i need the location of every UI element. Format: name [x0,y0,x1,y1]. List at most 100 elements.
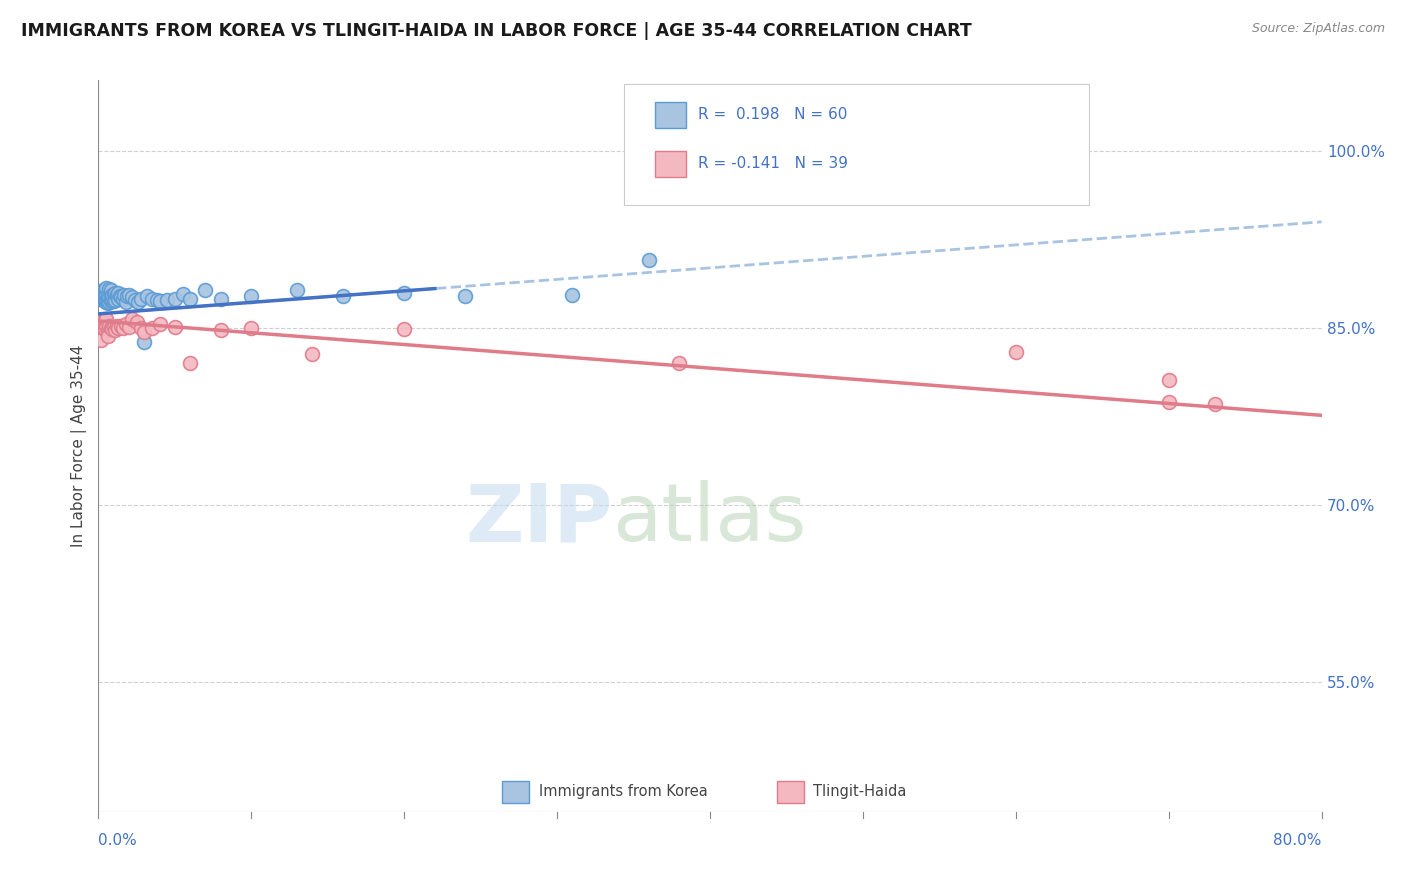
Point [104,323,127,337]
Text: R =  0.198   N = 60: R = 0.198 N = 60 [697,107,848,122]
Point [100,293,122,308]
Point [91,288,114,302]
Point [93,283,115,297]
Point [104,285,127,300]
Point [179,292,201,306]
Point [104,293,127,307]
Point [89,292,111,306]
Text: 80.0%: 80.0% [1274,833,1322,848]
Text: IMMIGRANTS FROM KOREA VS TLINGIT-HAIDA IN LABOR FORCE | AGE 35-44 CORRELATION CH: IMMIGRANTS FROM KOREA VS TLINGIT-HAIDA I… [21,22,972,40]
Point [163,319,186,334]
Point [94,295,117,310]
Point [194,283,217,297]
Point [125,315,148,329]
Point [90,333,112,347]
Point [110,318,132,333]
Point [134,325,156,339]
Point [110,290,132,304]
Point [121,311,143,326]
Text: Immigrants from Korea: Immigrants from Korea [538,784,707,799]
Point [100,321,122,335]
FancyBboxPatch shape [624,84,1090,204]
Text: R = -0.141   N = 39: R = -0.141 N = 39 [697,156,848,171]
Point [561,288,583,302]
FancyBboxPatch shape [778,781,804,803]
Point [94,286,117,301]
Point [117,289,139,303]
Point [129,292,152,306]
Point [141,321,163,335]
Point [94,292,117,306]
Point [1004,344,1026,359]
Point [100,289,122,303]
Point [101,293,124,307]
Point [163,292,186,306]
Point [209,292,232,306]
Point [103,293,125,308]
Point [91,292,114,306]
Point [301,347,323,361]
Text: atlas: atlas [612,480,807,558]
Point [107,292,129,306]
Point [240,321,263,335]
Point [332,289,354,303]
FancyBboxPatch shape [655,103,686,128]
Point [1204,396,1226,410]
Point [94,281,117,295]
Point [285,283,308,297]
Point [134,335,156,350]
Point [97,323,120,337]
Point [100,283,122,297]
Point [112,288,135,302]
Point [93,312,115,326]
Point [90,285,112,300]
Point [94,318,117,333]
Point [156,293,179,307]
Point [97,329,120,343]
Point [103,319,125,334]
Point [98,295,121,310]
Y-axis label: In Labor Force | Age 35-44: In Labor Force | Age 35-44 [72,345,87,547]
Point [240,289,263,303]
Point [1157,373,1180,387]
Point [108,289,131,303]
Point [105,288,128,302]
Point [90,312,112,326]
Point [115,295,138,310]
Point [91,321,114,335]
Point [1157,395,1180,409]
Point [141,292,163,306]
Point [91,312,114,326]
Point [149,318,172,332]
Text: ZIP: ZIP [465,480,612,558]
Point [115,318,138,332]
Point [90,290,112,304]
Point [101,288,124,302]
Point [97,286,120,301]
Point [124,293,146,307]
Point [91,283,114,297]
Point [98,282,121,296]
Point [107,321,129,335]
Text: Tlingit-Haida: Tlingit-Haida [813,784,905,799]
Point [136,289,159,303]
Point [127,295,149,310]
Point [97,296,120,310]
Point [93,289,115,303]
Point [149,293,172,308]
Point [98,290,121,304]
Point [105,318,128,333]
Point [179,356,201,370]
Point [454,289,477,303]
Point [121,290,143,304]
Point [209,323,232,337]
Point [392,322,416,336]
Point [97,292,120,306]
Point [145,293,167,307]
FancyBboxPatch shape [502,781,529,803]
Point [172,286,194,301]
Point [668,356,690,370]
FancyBboxPatch shape [655,152,686,177]
Point [101,322,124,336]
Point [392,285,416,300]
